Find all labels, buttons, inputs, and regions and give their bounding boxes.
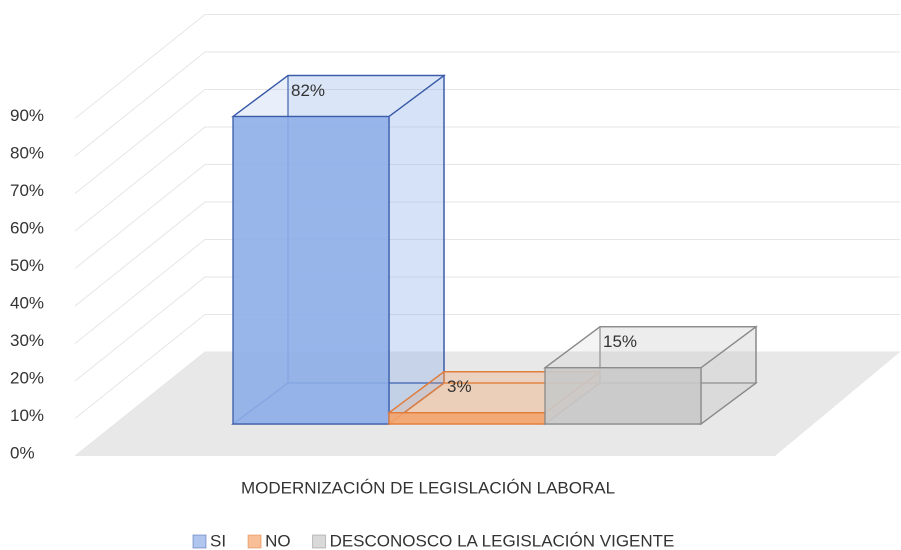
grid-line xyxy=(74,276,900,382)
grid-line xyxy=(74,314,900,419)
grid-line xyxy=(74,201,900,307)
y-tick-label: 90% xyxy=(10,106,44,125)
bar xyxy=(543,325,758,426)
data-label: 82% xyxy=(291,81,325,100)
y-tick-label: 60% xyxy=(10,218,44,237)
legend-label: NO xyxy=(265,531,291,550)
y-tick-label: 30% xyxy=(10,331,44,350)
legend-swatch xyxy=(192,534,207,549)
bar-side xyxy=(388,74,445,426)
grid-line xyxy=(74,51,900,157)
y-tick-label: 50% xyxy=(10,256,44,275)
y-tick-label: 40% xyxy=(10,293,44,312)
legend-label: SI xyxy=(210,531,226,550)
grid-line xyxy=(74,351,900,457)
legend-swatch xyxy=(247,534,262,549)
grid-line xyxy=(74,126,900,232)
x-tick-label: MODERNIZACIÓN DE LEGISLACIÓN LABORAL xyxy=(241,478,615,497)
grid-line xyxy=(74,89,900,194)
y-tick-label: 80% xyxy=(10,143,44,162)
data-label: 15% xyxy=(603,332,637,351)
legend-swatch xyxy=(312,534,327,549)
bar-edge xyxy=(544,326,601,369)
data-label: 3% xyxy=(447,377,472,396)
bar-edge xyxy=(388,371,445,414)
y-tick-label: 20% xyxy=(10,368,44,387)
grid-line xyxy=(74,14,900,119)
bar xyxy=(231,74,446,426)
grid-line xyxy=(74,164,900,269)
legend-label: DESCONOSCO LA LEGISLACIÓN VIGENTE xyxy=(330,531,675,550)
bar-front xyxy=(232,115,390,425)
y-tick-label: 10% xyxy=(10,406,44,425)
bar-front xyxy=(388,412,546,425)
y-tick-label: 0% xyxy=(10,443,35,462)
grid-line xyxy=(74,239,900,344)
bar-front xyxy=(544,367,702,425)
y-tick-label: 70% xyxy=(10,181,44,200)
bar-edge xyxy=(232,74,289,118)
